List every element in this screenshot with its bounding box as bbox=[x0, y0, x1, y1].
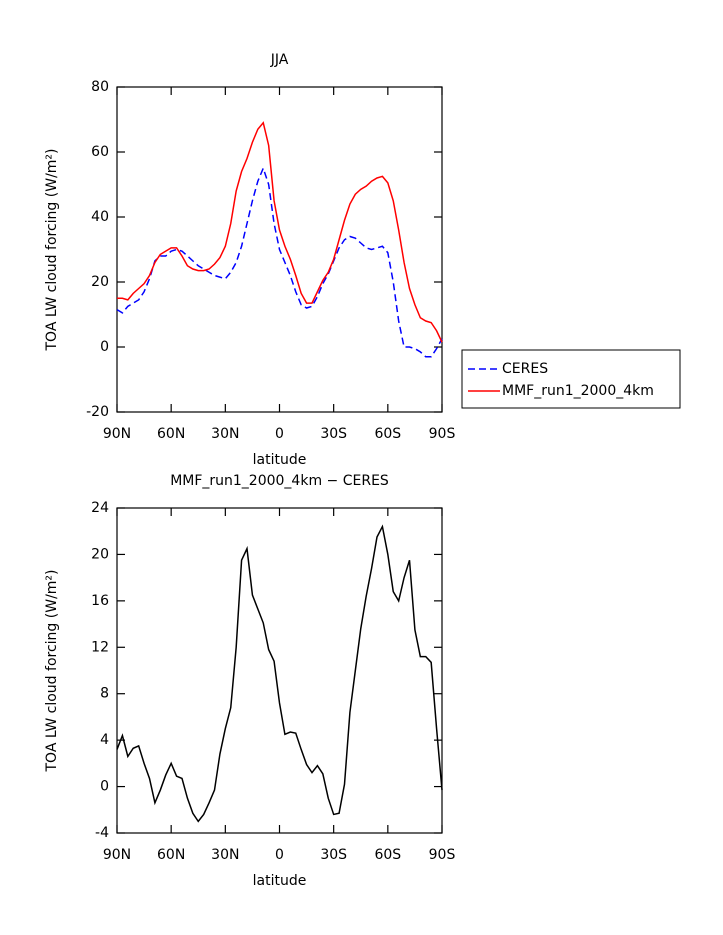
y-tick-label: 0 bbox=[100, 779, 109, 795]
data-line bbox=[116, 166, 443, 358]
x-tick-label: 30S bbox=[320, 426, 347, 442]
x-axis-label: latitude bbox=[253, 452, 307, 468]
y-tick-label: 0 bbox=[100, 339, 109, 355]
x-tick-label: 90N bbox=[103, 426, 131, 442]
y-tick-label: 24 bbox=[91, 500, 109, 516]
x-tick-label: 90N bbox=[103, 847, 131, 863]
y-tick-label: 8 bbox=[100, 686, 109, 702]
y-tick-label: -4 bbox=[95, 825, 109, 841]
chart-title: MMF_run1_2000_4km − CERES bbox=[170, 473, 389, 489]
data-line bbox=[116, 524, 443, 823]
x-axis-label: latitude bbox=[253, 873, 307, 889]
plot-frame bbox=[116, 86, 443, 413]
y-tick-label: -20 bbox=[86, 404, 109, 420]
y-axis-label: TOA LW cloud forcing (W/m²) bbox=[44, 570, 60, 773]
y-tick-label: 40 bbox=[91, 209, 109, 225]
x-tick-label: 60N bbox=[157, 426, 185, 442]
y-tick-label: 4 bbox=[100, 732, 109, 748]
legend-box bbox=[461, 349, 681, 409]
chart-title: JJA bbox=[270, 52, 289, 68]
x-tick-label: 30N bbox=[211, 426, 239, 442]
x-tick-label: 60S bbox=[374, 426, 401, 442]
x-tick-label: 0 bbox=[275, 847, 284, 863]
y-tick-label: 80 bbox=[91, 79, 109, 95]
x-tick-label: 30S bbox=[320, 847, 347, 863]
plot-frame bbox=[116, 507, 443, 834]
x-tick-label: 30N bbox=[211, 847, 239, 863]
y-tick-label: 12 bbox=[91, 639, 109, 655]
y-tick-label: 16 bbox=[91, 593, 109, 609]
legend-label: MMF_run1_2000_4km bbox=[502, 383, 654, 399]
x-tick-label: 60N bbox=[157, 847, 185, 863]
x-tick-label: 90S bbox=[429, 847, 456, 863]
data-line bbox=[117, 121, 443, 343]
legend-label: CERES bbox=[502, 361, 548, 377]
y-tick-label: 20 bbox=[91, 546, 109, 562]
y-tick-label: 20 bbox=[91, 274, 109, 290]
x-tick-label: 90S bbox=[429, 426, 456, 442]
x-tick-label: 0 bbox=[275, 426, 284, 442]
y-axis-label: TOA LW cloud forcing (W/m²) bbox=[44, 149, 60, 352]
x-tick-label: 60S bbox=[374, 847, 401, 863]
y-tick-label: 60 bbox=[91, 144, 109, 160]
